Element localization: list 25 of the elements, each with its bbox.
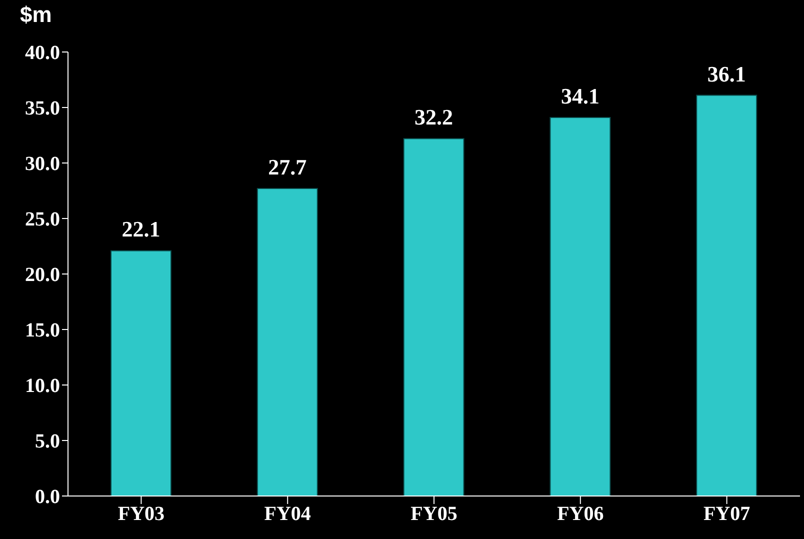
- bar: [696, 94, 758, 496]
- x-tick-label: FY07: [703, 503, 750, 526]
- bar: [256, 188, 318, 496]
- y-tick-label: 10.0: [25, 375, 60, 398]
- x-tick-label: FY05: [410, 503, 458, 526]
- data-label: 27.7: [268, 154, 307, 180]
- y-tick-label: 15.0: [25, 320, 60, 342]
- y-tick-label: 30.0: [25, 153, 60, 176]
- y-tick-label: 40.0: [25, 42, 60, 64]
- bar: [403, 138, 464, 496]
- data-label: 32.2: [414, 104, 454, 130]
- data-label: 36.1: [707, 61, 746, 86]
- y-tick-label: 0.0: [35, 486, 60, 508]
- bar: [550, 116, 611, 496]
- x-tick-label: FY03: [118, 503, 165, 526]
- bar: [110, 250, 172, 496]
- x-tick-label: FY06: [557, 503, 604, 526]
- y-tick-label: 35.0: [25, 98, 60, 120]
- data-label: 34.1: [560, 83, 600, 108]
- y-tick-label: 20.0: [25, 264, 60, 286]
- y-tick-label: 25.0: [25, 208, 60, 231]
- x-tick-label: FY04: [264, 503, 311, 526]
- y-axis-title: $m: [20, 2, 52, 28]
- data-label: 22.1: [122, 216, 160, 242]
- y-tick-label: 5.0: [35, 430, 60, 453]
